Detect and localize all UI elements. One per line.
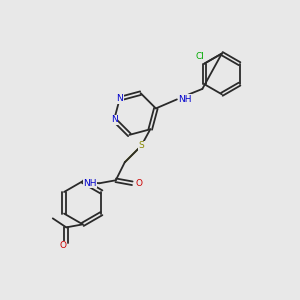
Text: Cl: Cl	[195, 52, 204, 61]
Text: NH: NH	[178, 95, 192, 104]
Text: O: O	[59, 242, 66, 250]
Text: N: N	[111, 115, 118, 124]
Text: O: O	[136, 179, 143, 188]
Text: N: N	[116, 94, 123, 103]
Text: S: S	[138, 141, 144, 150]
Text: NH: NH	[83, 179, 97, 188]
